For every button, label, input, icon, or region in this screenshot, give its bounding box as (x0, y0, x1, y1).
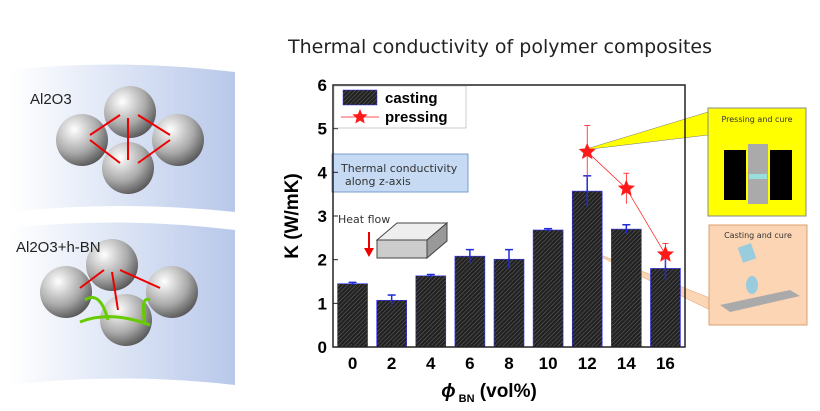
pressing-callout-pointer (582, 111, 709, 151)
bar (611, 228, 642, 348)
casting-inset-label: Casting and cure (724, 231, 792, 240)
figure-title: Thermal conductivity of polymer composit… (287, 36, 713, 58)
x-tick-label: 4 (426, 354, 436, 373)
legend-swatch-casting (342, 89, 378, 106)
legend-star-icon (352, 109, 368, 124)
panel-al2o3: Al2O3 (10, 64, 235, 212)
x-tick-label: 14 (617, 354, 636, 373)
heat-flow-arrow-icon (364, 232, 374, 257)
x-tick-label: 16 (656, 354, 675, 373)
y-tick-label: 4 (318, 163, 328, 182)
panel-label-bottom: Al2O3+h-BN (16, 239, 101, 256)
y-tick-label: 6 (318, 76, 327, 95)
y-tick-label: 0 (318, 338, 327, 357)
pressing-point (617, 179, 635, 196)
bar (376, 299, 407, 348)
legend-label-pressing: pressing (385, 109, 448, 126)
slab-icon (375, 221, 449, 260)
bar (650, 268, 681, 348)
bar (415, 275, 447, 348)
y-tick-label: 5 (318, 120, 327, 139)
bar (493, 258, 525, 348)
x-tick-label: 2 (387, 354, 396, 373)
annotation-box (331, 153, 469, 193)
x-tick-label: 10 (539, 354, 558, 373)
bar (532, 229, 564, 348)
y-tick-label: 3 (318, 207, 327, 226)
bar (337, 283, 368, 348)
bar (454, 255, 486, 348)
panel-label-top: Al2O3 (30, 91, 72, 108)
annotation-line2: along z-axis (345, 175, 411, 188)
legend-label-casting: casting (385, 90, 438, 107)
y-tick-label: 1 (318, 294, 327, 313)
y-axis-label: K (W/mK) (282, 173, 303, 258)
annotation-line1: Thermal conductivity (340, 162, 458, 175)
pressing-point (656, 245, 674, 262)
x-tick-label: 0 (348, 354, 357, 373)
casting-inset (708, 224, 808, 326)
y-tick-label: 2 (318, 251, 327, 270)
panel-al2o3-hbn: Al2O3+h-BN (10, 222, 235, 385)
pressing-inset-label: Pressing and cure (721, 115, 793, 124)
x-axis-label: ϕ BN (vol%) (441, 381, 537, 405)
heat-flow-label: Heat flow (338, 213, 390, 226)
x-tick-label: 6 (465, 354, 474, 373)
x-tick-label: 8 (504, 354, 513, 373)
bar (571, 190, 603, 348)
pressing-point (578, 142, 596, 160)
x-tick-label: 12 (578, 354, 597, 373)
